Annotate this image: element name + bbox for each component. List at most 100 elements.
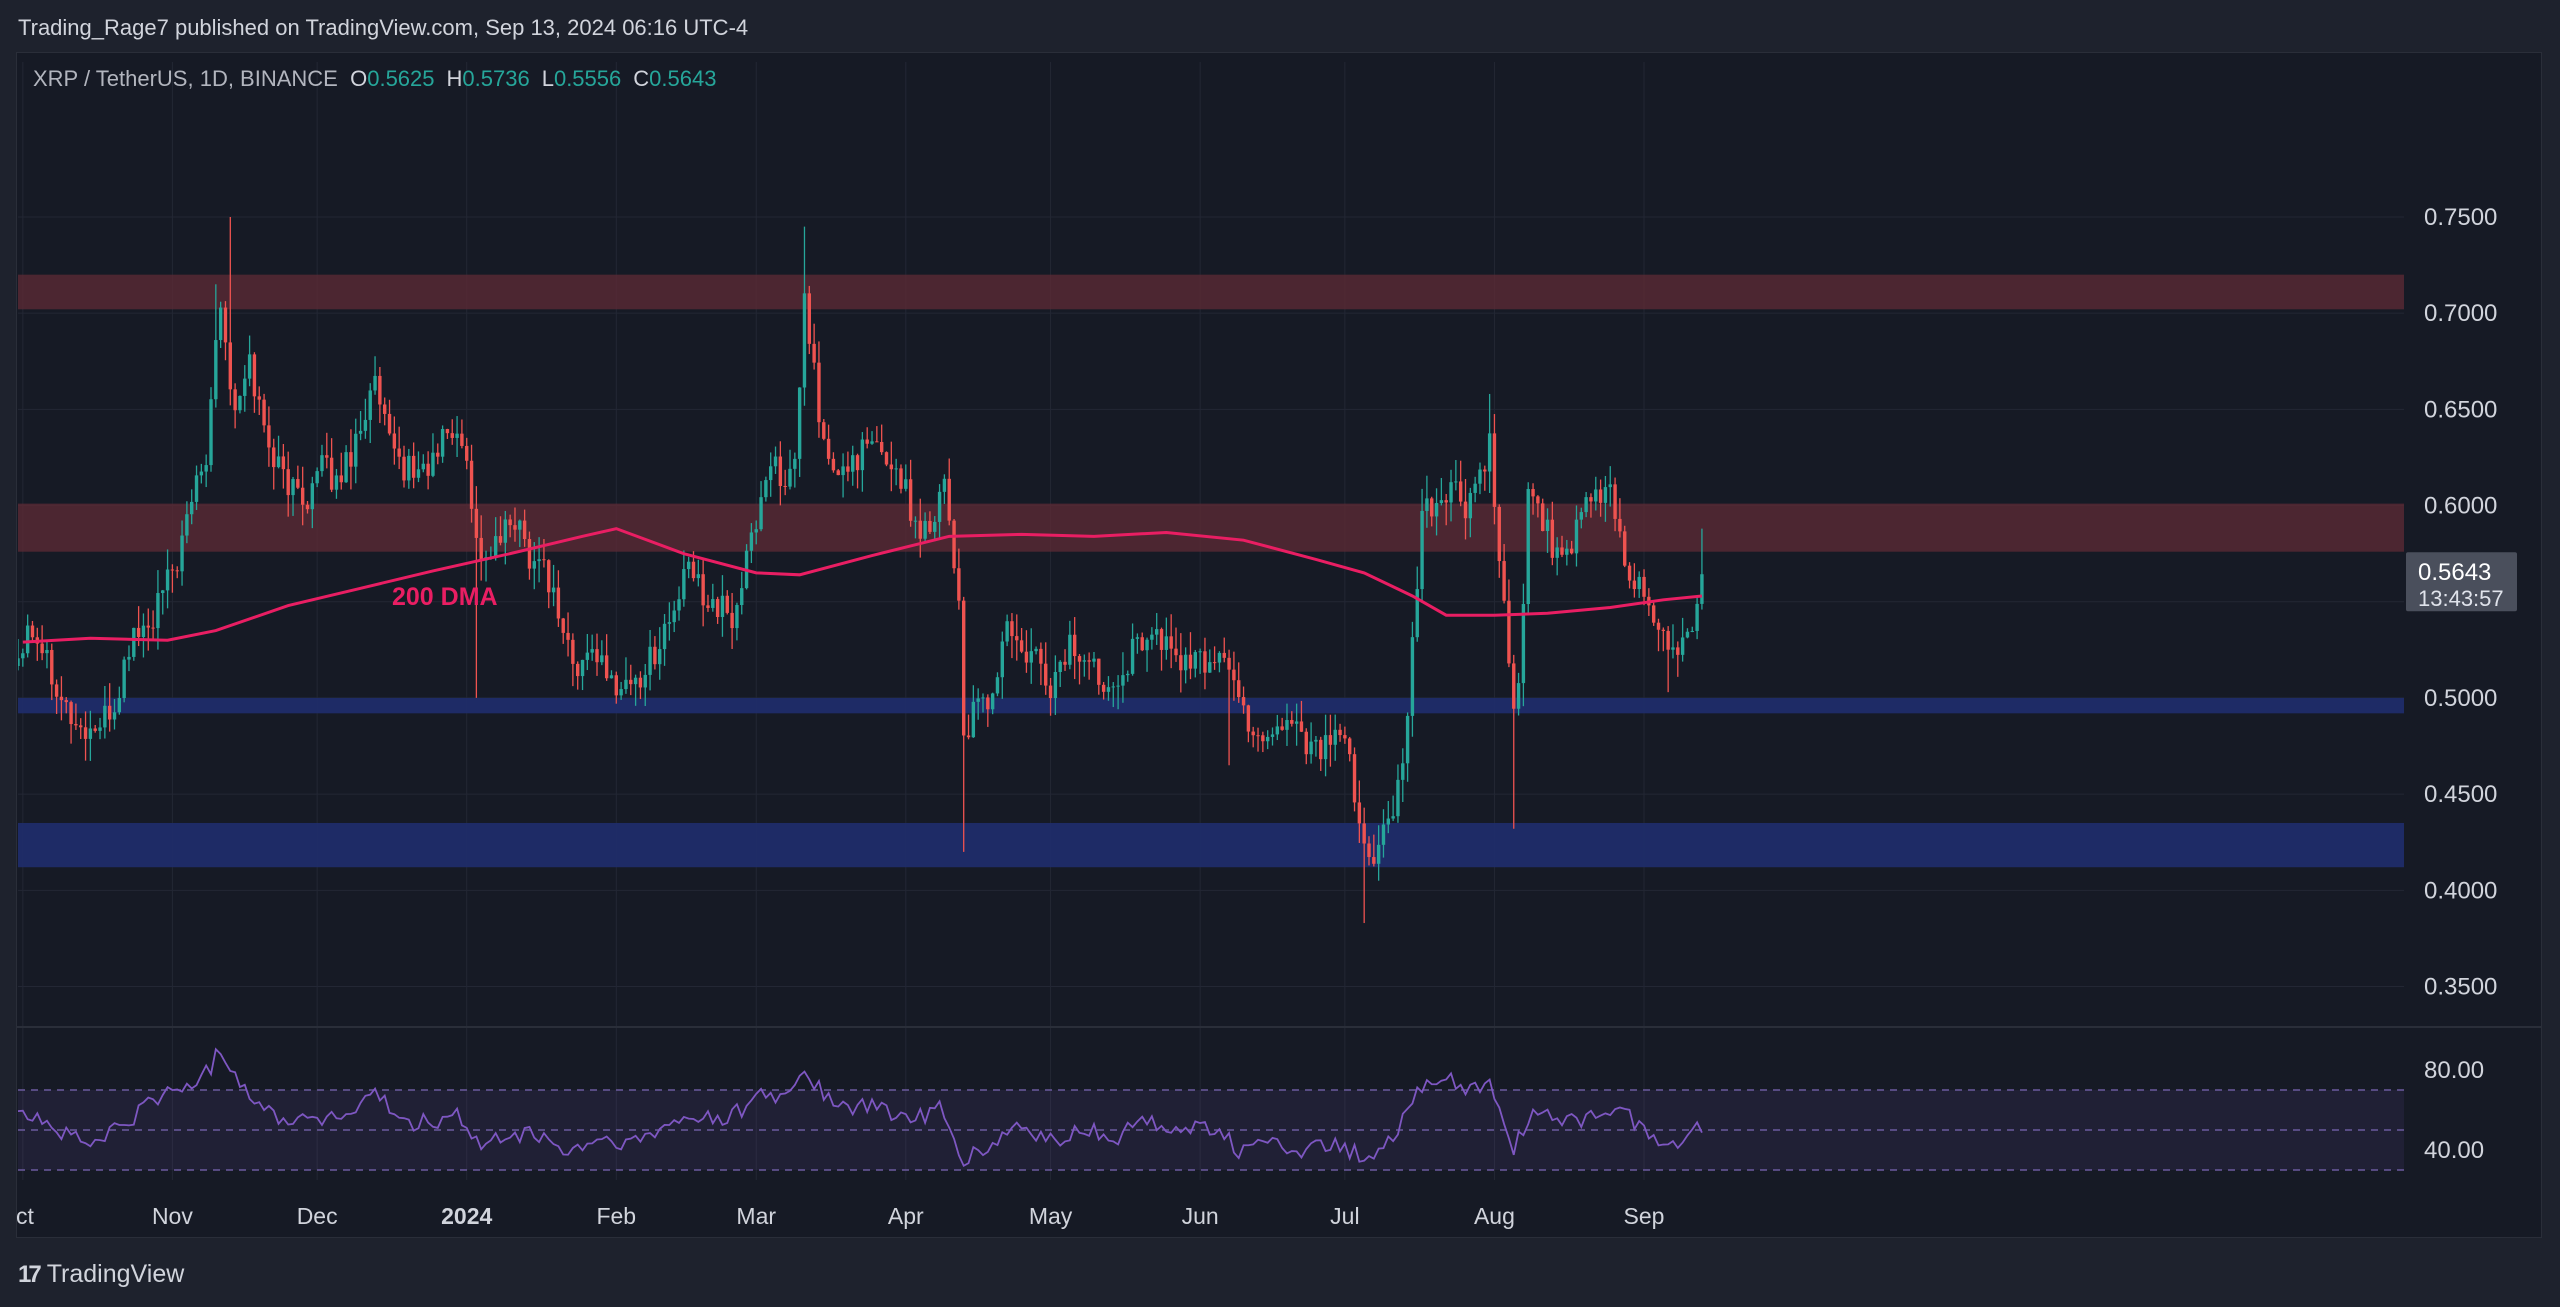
candle-body bbox=[175, 570, 179, 572]
candle-body bbox=[1386, 818, 1390, 825]
candle-body bbox=[918, 520, 922, 539]
candle-body bbox=[1280, 726, 1284, 730]
candle-body bbox=[257, 396, 261, 400]
candle-body bbox=[112, 712, 117, 720]
candle-body bbox=[1294, 721, 1299, 724]
candle-body bbox=[522, 520, 527, 540]
candle-body bbox=[1434, 503, 1439, 517]
support-zone bbox=[18, 822, 2404, 868]
candle-body bbox=[445, 429, 450, 434]
candle-body bbox=[1208, 662, 1212, 673]
candle-body bbox=[286, 469, 290, 496]
candle-body bbox=[566, 632, 570, 640]
candle-body bbox=[851, 455, 855, 472]
candle-body bbox=[1174, 648, 1178, 656]
publisher-text: Trading_Rage7 published on TradingView.c… bbox=[18, 15, 749, 40]
candle-body bbox=[643, 674, 647, 688]
candle-body bbox=[247, 354, 252, 379]
candle-body bbox=[1637, 576, 1641, 590]
candle-body bbox=[1613, 484, 1617, 519]
candle-body bbox=[18, 658, 20, 666]
candle-body bbox=[875, 441, 879, 443]
candle-body bbox=[1420, 510, 1424, 590]
candle-body bbox=[1256, 735, 1260, 737]
candle-body bbox=[764, 480, 768, 498]
candle-body bbox=[83, 727, 88, 739]
chart-panel[interactable] bbox=[16, 52, 2542, 1238]
candle-body bbox=[600, 655, 604, 663]
candle-body bbox=[1569, 548, 1574, 554]
candle-body bbox=[1603, 487, 1608, 503]
candle-body bbox=[421, 463, 425, 470]
moving-average: 200 DMA bbox=[22, 527, 1703, 644]
candle-body bbox=[580, 659, 585, 677]
candle-body bbox=[1700, 574, 1704, 604]
candle-body bbox=[416, 469, 421, 478]
candle-body bbox=[407, 455, 411, 481]
candle-body bbox=[107, 705, 112, 720]
candle-body bbox=[426, 463, 430, 476]
candle-body bbox=[1541, 503, 1545, 532]
candle-body bbox=[455, 433, 459, 438]
candle-body bbox=[243, 378, 247, 396]
y-axis-label: 0.5000 bbox=[2424, 685, 2497, 712]
candle-body bbox=[1285, 720, 1289, 730]
candle-body bbox=[1545, 519, 1550, 532]
candle-body bbox=[624, 679, 628, 690]
candle-body bbox=[339, 475, 343, 483]
candle-body bbox=[1164, 636, 1169, 650]
candle-body bbox=[1473, 483, 1477, 493]
candle-body bbox=[706, 605, 710, 608]
candle-body bbox=[204, 465, 208, 472]
candle-body bbox=[527, 539, 532, 569]
candle-body bbox=[604, 655, 609, 679]
candle-body bbox=[1507, 600, 1511, 664]
candle-body bbox=[170, 569, 175, 571]
candle-body bbox=[1454, 481, 1458, 483]
candle-body bbox=[1487, 433, 1492, 472]
candle-body bbox=[1241, 697, 1246, 706]
candle-body bbox=[305, 504, 310, 510]
candle-body bbox=[590, 649, 594, 653]
candle-body bbox=[320, 455, 324, 472]
tradingview-logo[interactable]: 17 TradingView bbox=[18, 1260, 184, 1289]
ma-200-line bbox=[22, 527, 1703, 644]
candle-body bbox=[272, 447, 276, 468]
candle-body bbox=[392, 433, 397, 449]
candle-body bbox=[1319, 739, 1323, 760]
candle-body bbox=[846, 466, 850, 472]
candle-body bbox=[783, 486, 787, 488]
candle-body bbox=[1198, 651, 1202, 653]
candle-body bbox=[1058, 661, 1062, 673]
candle-body bbox=[855, 455, 860, 471]
candle-body bbox=[1217, 652, 1222, 663]
candle-body bbox=[276, 456, 281, 468]
candle-body bbox=[1111, 686, 1115, 688]
candle-body bbox=[1155, 629, 1159, 635]
candle-body bbox=[267, 425, 271, 448]
candle-body bbox=[291, 479, 295, 496]
candle-body bbox=[1439, 500, 1444, 504]
candle-body bbox=[1444, 500, 1448, 503]
support-zone bbox=[18, 697, 2404, 714]
high-label: H bbox=[446, 66, 463, 91]
candle-body bbox=[1048, 685, 1053, 699]
high-value: 0.5736 bbox=[462, 66, 530, 91]
candle-body bbox=[1690, 630, 1694, 632]
candle-body bbox=[1222, 652, 1226, 658]
candle-body bbox=[1598, 489, 1603, 503]
y-axis-label: 0.6000 bbox=[2424, 493, 2497, 520]
candle-body bbox=[1299, 721, 1304, 732]
candle-body bbox=[1565, 548, 1569, 555]
candle-body bbox=[802, 293, 807, 388]
candle-body bbox=[1362, 823, 1366, 844]
candle-body bbox=[1348, 738, 1352, 755]
candle-body bbox=[281, 456, 286, 470]
candle-body bbox=[879, 441, 884, 453]
y-axis-label: 0.4000 bbox=[2424, 877, 2497, 904]
candle-body bbox=[1145, 639, 1149, 651]
chart-svg[interactable]: 200 DMA 0.75000.70000.65000.60000.55000.… bbox=[0, 0, 2560, 1250]
candle-body bbox=[1077, 656, 1082, 662]
candle-body bbox=[1516, 683, 1521, 709]
candle-body bbox=[1265, 736, 1270, 742]
